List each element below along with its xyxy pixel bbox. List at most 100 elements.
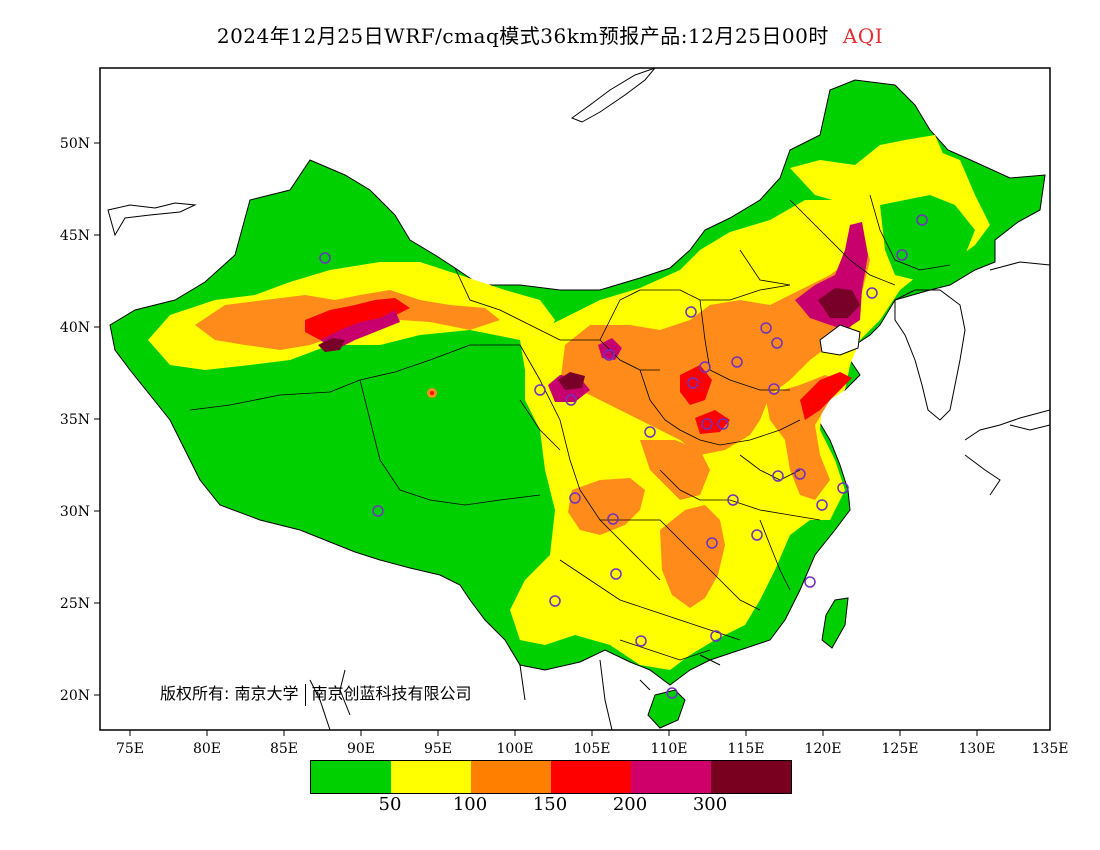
site-marker bbox=[768, 383, 780, 395]
site-marker bbox=[916, 214, 928, 226]
site-marker bbox=[549, 595, 561, 607]
aqi-red-xinjiang bbox=[305, 298, 410, 340]
legend-labels: 50 100 150 200 300 bbox=[0, 794, 1100, 818]
lon-axis: 75E 80E 85E 90E 95E 100E 105E 110E 115E … bbox=[116, 730, 1069, 757]
site-marker bbox=[666, 687, 678, 699]
lon-tick-label: 115E bbox=[728, 741, 765, 757]
lake-baikal-outline bbox=[570, 68, 656, 123]
lon-tick-label: 105E bbox=[574, 741, 611, 757]
copyright-prefix: 版权所有: bbox=[160, 684, 230, 703]
lon-tick-label: 110E bbox=[651, 741, 688, 757]
site-marker bbox=[687, 377, 699, 389]
aqi-orange-central-band bbox=[640, 440, 710, 500]
legend-swatch-maroon bbox=[711, 761, 791, 793]
site-marker bbox=[804, 576, 816, 588]
legend-swatch-orange bbox=[471, 761, 551, 793]
province-boundaries bbox=[189, 194, 951, 661]
lat-tick-label: 20N bbox=[60, 688, 90, 704]
site-marker bbox=[699, 361, 711, 373]
aqi-maroon-xinjiang bbox=[318, 338, 345, 352]
legend-swatch-yellow bbox=[391, 761, 471, 793]
site-marker bbox=[706, 537, 718, 549]
site-marker bbox=[794, 468, 806, 480]
aqi-maroon-liaoning bbox=[818, 288, 860, 318]
site-marker bbox=[534, 384, 546, 396]
aqi-red-north bbox=[680, 365, 712, 405]
site-marker bbox=[607, 513, 619, 525]
lon-tick-label: 80E bbox=[193, 741, 221, 757]
lon-tick-label: 85E bbox=[270, 741, 298, 757]
site-marker bbox=[760, 322, 772, 334]
aqi-orange-sichuan bbox=[568, 478, 645, 535]
site-marker bbox=[816, 499, 828, 511]
aqi-color-legend bbox=[310, 760, 792, 794]
site-marker bbox=[837, 482, 849, 494]
lat-tick-label: 50N bbox=[60, 136, 90, 152]
lon-tick-label: 90E bbox=[347, 741, 375, 757]
map-frame bbox=[99, 67, 1051, 731]
map-body bbox=[107, 68, 1050, 730]
coastlines bbox=[107, 68, 1050, 730]
aqi-spot-tibet-core bbox=[430, 391, 434, 395]
legend-label: 200 bbox=[612, 794, 648, 815]
site-marker bbox=[710, 630, 722, 642]
copyright-notice: 版权所有: 南京大学 南京创蓝科技有限公司 bbox=[160, 680, 472, 706]
site-marker bbox=[319, 252, 331, 264]
monitoring-sites bbox=[319, 214, 928, 699]
balkhash-outline bbox=[107, 202, 197, 237]
copyright-org2: 南京创蓝科技有限公司 bbox=[311, 684, 472, 703]
lon-tick-label: 130E bbox=[959, 741, 996, 757]
legend-swatch-green bbox=[311, 761, 391, 793]
lon-tick-label: 100E bbox=[497, 741, 534, 757]
legend-label: 300 bbox=[692, 794, 728, 815]
site-marker bbox=[731, 356, 743, 368]
site-marker bbox=[372, 505, 384, 517]
taiwan-island bbox=[821, 597, 849, 649]
site-marker bbox=[610, 568, 622, 580]
lat-tick-label: 40N bbox=[60, 320, 90, 336]
site-marker bbox=[701, 418, 713, 430]
site-marker bbox=[772, 470, 784, 482]
lat-axis: 50N 45N 40N 35N 30N 25N 20N bbox=[60, 136, 100, 704]
copyright-org1: 南京大学 bbox=[234, 684, 299, 703]
variable-label: AQI bbox=[842, 24, 884, 48]
japan-outline bbox=[964, 261, 1050, 496]
hainan-island bbox=[647, 689, 686, 729]
lon-tick-label: 135E bbox=[1032, 741, 1069, 757]
aqi-red-shandong bbox=[800, 372, 852, 420]
lat-tick-label: 30N bbox=[60, 504, 90, 520]
lon-tick-label: 75E bbox=[116, 741, 144, 757]
legend-label: 50 bbox=[378, 794, 402, 815]
lon-tick-label: 125E bbox=[882, 741, 919, 757]
aqi-green-northeast-patch bbox=[880, 195, 975, 280]
korea-outline bbox=[894, 289, 966, 421]
lat-tick-label: 45N bbox=[60, 228, 90, 244]
copyright-divider bbox=[304, 683, 306, 706]
lon-tick-label: 120E bbox=[805, 741, 842, 757]
legend-swatch-magenta bbox=[631, 761, 711, 793]
title-text: 2024年12月25日WRF/cmaq模式36km预报产品:12月25日00时 bbox=[216, 24, 829, 48]
site-marker bbox=[771, 337, 783, 349]
indochina-outline bbox=[519, 654, 721, 730]
site-marker bbox=[644, 426, 656, 438]
legend-swatch-red bbox=[551, 761, 631, 793]
site-marker bbox=[569, 492, 581, 504]
site-marker bbox=[685, 306, 697, 318]
aqi-orange-central-south bbox=[660, 505, 725, 608]
site-marker bbox=[717, 418, 729, 430]
lon-tick-label: 95E bbox=[424, 741, 452, 757]
site-marker bbox=[603, 349, 615, 361]
site-marker bbox=[896, 249, 908, 261]
site-marker bbox=[866, 287, 878, 299]
site-marker bbox=[727, 494, 739, 506]
site-marker bbox=[635, 635, 647, 647]
legend-label: 100 bbox=[452, 794, 488, 815]
site-marker bbox=[565, 394, 577, 406]
aqi-orange-north bbox=[560, 230, 870, 455]
bohai-sea bbox=[819, 324, 861, 356]
legend-label: 150 bbox=[532, 794, 568, 815]
lat-tick-label: 25N bbox=[60, 596, 90, 612]
map-title: 2024年12月25日WRF/cmaq模式36km预报产品:12月25日00时 A… bbox=[0, 20, 1100, 49]
south-asia-outline bbox=[309, 669, 351, 730]
